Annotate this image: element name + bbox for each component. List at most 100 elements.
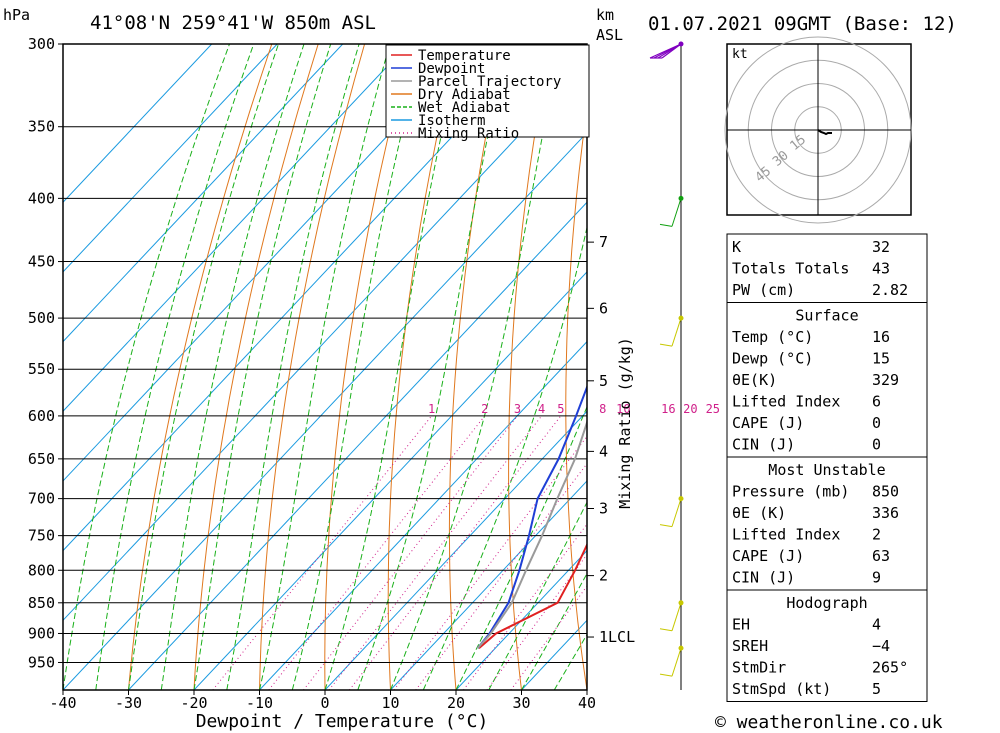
location-title: 41°08'N 259°41'W 850m ASL [90,12,376,34]
wet-adiabat-line [259,44,391,690]
indices-surface-value-0: 16 [872,328,890,346]
indices-surface-value-5: 0 [872,436,881,454]
x-tick-label-5: 10 [381,694,399,712]
indices-most_unstable-label-3: CAPE (J) [732,547,804,565]
wet-adiabat-line [95,44,255,690]
wind-shaft-850 [671,602,682,631]
indices-table: K 32 Totals Totals 43 PW (cm) 2.82 Surface Temp… [726,233,928,702]
indices-most_unstable-value-3: 63 [872,547,890,565]
wind-barb-500 [659,343,673,347]
mixing-ratio-line [328,415,542,690]
dry-adiabat-line [565,104,587,690]
mixing-ratio-label-5: 5 [557,402,564,416]
indices-hodograph-value-0: 4 [872,616,881,634]
index-label-0: K [732,238,741,256]
height-label-1: 6 [599,299,608,317]
pressure-label-450: 450 [28,253,55,271]
dry-adiabat-line [968,44,1000,690]
mixing-ratio-label-16: 16 [661,402,675,416]
pressure-label-400: 400 [28,189,55,207]
wind-barb-400 [659,223,673,227]
wet-adiabat-line [128,44,279,690]
dry-adiabat-line [922,44,1000,690]
x-tick-label-7: 30 [512,694,530,712]
mixing-ratio-label-4: 4 [538,402,545,416]
wet-adiabat-line [193,44,332,690]
isotherm-line [63,131,587,690]
copyright-text: © weatheronline.co.uk [715,712,943,733]
mixing-ratio-line [303,415,518,690]
indices-most_unstable-label-4: CIN (J) [732,569,795,587]
isotherm-line [63,44,278,273]
series-dewpoint [476,384,587,649]
indices-most_unstable-value-1: 336 [872,504,899,522]
isotherm-line [259,340,587,690]
pressure-label-350: 350 [28,118,55,136]
legend-box [385,44,590,138]
pressure-label-750: 750 [28,527,55,545]
wind-barb-850 [659,628,673,632]
isotherm-line [63,62,587,622]
index-label-1: Totals Totals [732,260,849,278]
indices-surface-label-2: θE(K) [732,371,777,389]
indices-hodograph-box [726,589,928,702]
x-tick-label-2: -20 [180,694,207,712]
indices-hodograph-label-0: EH [732,616,750,634]
hodograph-trace [817,129,832,136]
indices-hodograph-value-3: 5 [872,680,881,698]
isotherm-line [324,410,587,690]
pressure-label-800: 800 [28,561,55,579]
height-label-4: 3 [599,499,608,517]
mixing-ratio-line [415,462,587,690]
wet-adiabat-line [521,572,587,690]
height-label-0: 7 [599,233,608,251]
isotherm-line [63,44,409,413]
index-value-2: 2.82 [872,281,908,299]
indices-hodograph-label-2: StmDir [732,659,786,677]
isotherm-line [63,44,475,482]
legend-label-1: Dewpoint [418,61,485,77]
hodograph-unit-label: kt [732,47,748,62]
isotherm-line [128,201,587,690]
datetime-title: 01.07.2021 09GMT (Base: 12) [648,13,957,35]
isobar-lines [63,44,587,663]
legend-label-5: Isotherm [418,113,485,129]
indices-most_unstable-value-4: 9 [872,569,881,587]
indices-hodograph-label-1: SREH [732,637,768,655]
pressure-label-850: 850 [28,594,55,612]
indices-surface-label-0: Temp (°C) [732,328,813,346]
wet-adiabat-line [291,44,425,690]
legend-label-0: Temperature [418,48,511,64]
index-value-1: 43 [872,260,890,278]
indices-most_unstable-title: Most Unstable [768,461,885,479]
indices-most_unstable-label-2: Lifted Index [732,526,840,544]
wet-adiabat-line [488,501,587,690]
wet-adiabat-line [160,44,305,690]
wind-flag-300 [661,43,682,59]
temperature-axis: -40 -30 -20 -10 0 10 20 30 40 [49,690,596,712]
pressure-label-650: 650 [28,450,55,468]
isotherm-line [63,44,213,203]
dry-adiabat-line [259,44,366,690]
pressure-label-550: 550 [28,360,55,378]
indices-surface-value-4: 0 [872,414,881,432]
wind-shaft-925 [671,648,682,677]
wind-shaft-500 [671,317,682,347]
height-label-5: 2 [599,567,608,585]
index-value-0: 32 [872,238,890,256]
index-label-2: PW (cm) [732,281,795,299]
asl-label: ASL [596,26,623,44]
isotherm-line [390,480,587,690]
pressure-label-900: 900 [28,624,55,642]
indices-basic-box [726,233,928,303]
indices-hodograph-value-2: 265° [872,659,908,677]
indices-surface-value-3: 6 [872,393,881,411]
indices-most_unstable-label-0: Pressure (mb) [732,483,849,501]
legend-label-6: Mixing Ratio [418,126,519,142]
wind-shaft-700 [671,498,682,527]
indices-most_unstable-label-1: θE (K) [732,504,786,522]
x-axis-label: Dewpoint / Temperature (°C) [196,711,489,732]
isotherm-line [455,549,587,690]
indices-surface-value-1: 15 [872,350,890,368]
